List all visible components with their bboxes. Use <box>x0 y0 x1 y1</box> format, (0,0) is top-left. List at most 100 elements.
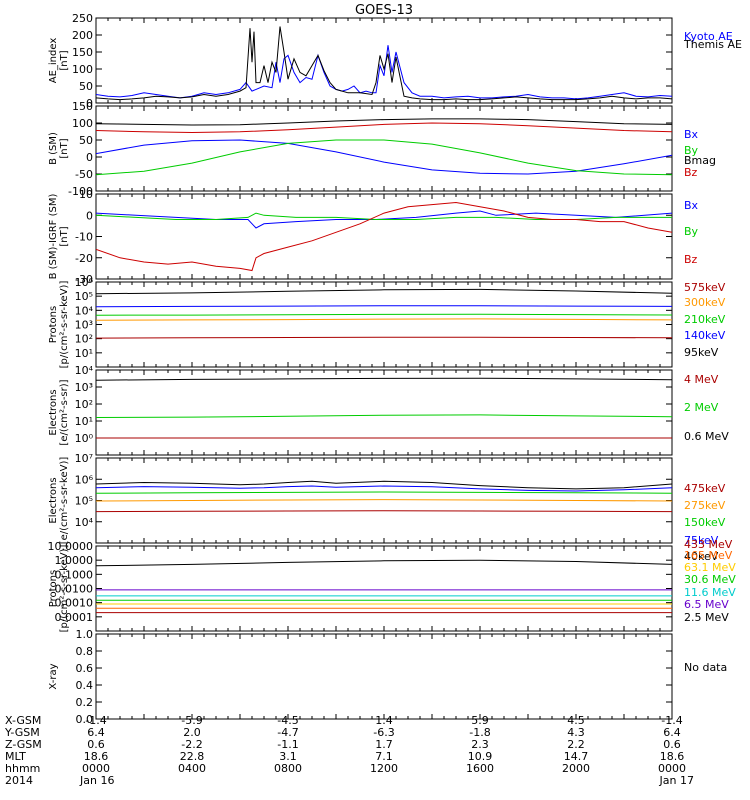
y-axis-label: Electrons <box>48 389 59 435</box>
y-tick-label: 0.2 <box>76 696 94 709</box>
y-tick-label: -50 <box>75 168 93 181</box>
ephem-value: 6.4 <box>663 726 681 739</box>
y-tick-label: 0.8 <box>76 645 94 658</box>
ephem-value: 6.4 <box>87 726 105 739</box>
series-line-electrons1-0 <box>96 377 672 381</box>
y-tick-label: 0.0100 <box>55 583 94 596</box>
ephem-value: -4.5 <box>277 714 298 727</box>
legend-entry: 275keV <box>684 499 726 512</box>
legend-entry: 575keV <box>684 281 726 294</box>
y-axis-label: [e/(cm²-s-sr)] <box>59 379 70 445</box>
y-tick-label: -20 <box>75 252 93 265</box>
legend-entry: 165 MeV <box>684 549 733 562</box>
panel-xray: 0.0 0.2 0.4 0.6 0.8 1.0 X-ray No data <box>48 628 727 726</box>
y-tick-label: -30 <box>75 273 93 286</box>
ephem-value: 2000 <box>562 762 590 775</box>
ephem-value: 0000 <box>658 762 686 775</box>
y-axis-label: AE_index <box>48 38 59 84</box>
ephem-value: 18.6 <box>660 750 685 763</box>
series-line-ae-0 <box>96 45 672 100</box>
y-tick-label: 10⁶ <box>75 276 94 289</box>
series-line-protons1-1 <box>96 305 672 308</box>
ephem-value: 18.6 <box>84 750 109 763</box>
ephem-value: 0.6 <box>87 738 105 751</box>
legend-entry: 433 MeV <box>684 538 733 551</box>
legend-entry: 2 MeV <box>684 401 719 414</box>
series-line-bsm-2 <box>96 122 672 134</box>
series-line-electrons2-1 <box>96 485 672 492</box>
ephem-value: 0800 <box>274 762 302 775</box>
figure-title: GOES-13 <box>355 3 413 18</box>
y-tick-label: 10¹ <box>75 347 93 360</box>
series-line-protons1-2 <box>96 313 672 316</box>
ephem-value: -1.4 <box>85 714 106 727</box>
ephem-value: 4.3 <box>567 726 585 739</box>
y-axis-label: [e/(cm²-s-sr-keV)] <box>59 457 70 545</box>
ephem-value: -1.4 <box>661 714 682 727</box>
legend-entry: Kyoto AE <box>684 30 733 43</box>
legend-entry: 2.5 MeV <box>684 611 729 624</box>
y-tick-label: 0 <box>86 151 93 164</box>
y-tick-label: 0 <box>86 209 93 222</box>
y-tick-label: 250 <box>72 12 93 25</box>
legend-entry: 63.1 MeV <box>684 561 736 574</box>
legend-entry: 210keV <box>684 313 726 326</box>
y-tick-label: 10³ <box>75 319 93 332</box>
legend-entry: Bx <box>684 128 699 141</box>
panel-electrons1: 10⁰ 10¹ 10² 10³ 10⁴ Electrons [e/(cm²-s-sr)] 4 … <box>48 364 729 456</box>
legend-entry: 75keV <box>684 534 719 547</box>
legend-entry: 475keV <box>684 482 726 495</box>
y-axis-label: [nT] <box>59 226 70 246</box>
legend-entry: 95keV <box>684 346 719 359</box>
y-tick-label: 0.6 <box>76 662 94 675</box>
y-tick-label: 10¹ <box>75 415 93 428</box>
y-tick-label: 0 <box>86 97 93 110</box>
ephem-value: 1600 <box>466 762 494 775</box>
series-line-bsm-3 <box>96 118 672 126</box>
ephem-row-label: 2014 <box>5 774 33 787</box>
y-tick-label: 0.0 <box>76 713 94 726</box>
ephem-value: 14.7 <box>564 750 589 763</box>
ephem-value: 2.3 <box>471 738 489 751</box>
legend-entry: By <box>684 225 699 238</box>
ephem-value: 5.9 <box>471 714 489 727</box>
legend-entry: By <box>684 144 699 157</box>
panel-electrons2: 10⁴ 10⁵ 10⁶ 10⁷ Electrons [e/(cm²-s-sr-keV)] 4… <box>48 452 726 563</box>
y-axis-label: [nT] <box>59 138 70 158</box>
y-tick-label: 10⁶ <box>75 473 94 486</box>
legend-entry: 40keV <box>684 550 719 563</box>
ephem-value: 1200 <box>370 762 398 775</box>
ephem-value: 0400 <box>178 762 206 775</box>
legend-entry: 11.6 MeV <box>684 586 736 599</box>
ephem-row-label: X-GSM <box>5 714 41 727</box>
y-tick-label: 200 <box>72 29 93 42</box>
legend-entry: Bz <box>684 166 698 179</box>
series-line-electrons2-3 <box>96 499 672 502</box>
y-tick-label: 0.0001 <box>55 611 94 624</box>
legend-entry: 150keV <box>684 516 726 529</box>
ephem-value: 22.8 <box>180 750 205 763</box>
y-tick-label: 10⁴ <box>75 304 94 317</box>
series-line-electrons1-1 <box>96 414 672 418</box>
y-tick-label: 50 <box>79 134 93 147</box>
ephem-row-label: Y-GSM <box>4 726 40 739</box>
ephem-value: 10.9 <box>468 750 493 763</box>
y-tick-label: 0.1000 <box>55 568 94 581</box>
y-tick-label: 10⁵ <box>75 495 93 508</box>
y-tick-label: 10⁵ <box>75 290 93 303</box>
legend-entry: Themis AE <box>683 38 742 51</box>
y-tick-label: 10 <box>79 188 93 201</box>
y-tick-label: 10² <box>75 398 93 411</box>
y-tick-label: 100 <box>72 117 93 130</box>
ephem-value: -5.9 <box>181 714 202 727</box>
panel-frame <box>95 17 673 104</box>
y-tick-label: -100 <box>68 185 93 198</box>
legend-entry: Bx <box>684 199 699 212</box>
y-tick-label: -10 <box>75 231 93 244</box>
y-axis-label: [p/(cm²-s-sr-keV)] <box>59 545 70 633</box>
panel-frame <box>95 105 673 192</box>
panel-frame <box>95 281 673 368</box>
y-tick-label: 10³ <box>75 381 93 394</box>
